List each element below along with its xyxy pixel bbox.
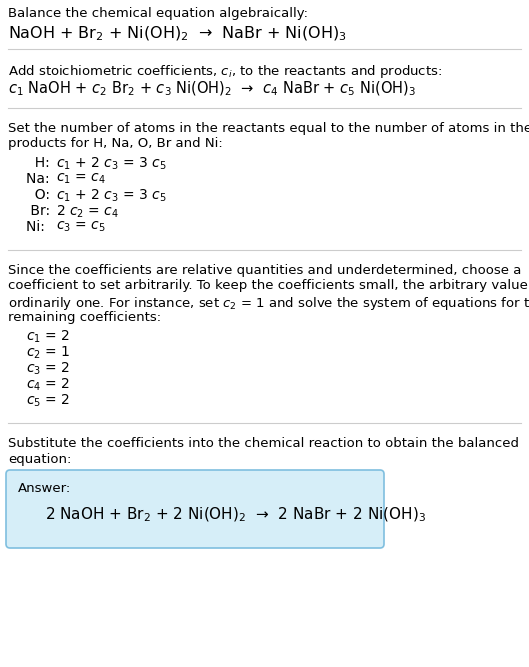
Text: $c_3$ = 2: $c_3$ = 2: [26, 361, 70, 378]
Text: Add stoichiometric coefficients, $c_i$, to the reactants and products:: Add stoichiometric coefficients, $c_i$, …: [8, 63, 442, 79]
Text: Na:: Na:: [26, 172, 58, 186]
Text: coefficient to set arbitrarily. To keep the coefficients small, the arbitrary va: coefficient to set arbitrarily. To keep …: [8, 279, 529, 293]
Text: Br:: Br:: [26, 204, 59, 218]
Text: Since the coefficients are relative quantities and underdetermined, choose a: Since the coefficients are relative quan…: [8, 264, 522, 277]
Text: $c_2$ = 1: $c_2$ = 1: [26, 345, 70, 362]
Text: Balance the chemical equation algebraically:: Balance the chemical equation algebraica…: [8, 7, 308, 20]
Text: $c_5$ = 2: $c_5$ = 2: [26, 393, 70, 410]
Text: remaining coefficients:: remaining coefficients:: [8, 311, 161, 323]
Text: $c_1$ + 2 $c_3$ = 3 $c_5$: $c_1$ + 2 $c_3$ = 3 $c_5$: [56, 156, 167, 172]
Text: Ni:: Ni:: [26, 220, 53, 234]
Text: $c_3$ = $c_5$: $c_3$ = $c_5$: [56, 220, 106, 234]
Text: $c_1$ + 2 $c_3$ = 3 $c_5$: $c_1$ + 2 $c_3$ = 3 $c_5$: [56, 188, 167, 204]
Text: Set the number of atoms in the reactants equal to the number of atoms in the: Set the number of atoms in the reactants…: [8, 122, 529, 135]
Text: equation:: equation:: [8, 452, 71, 466]
Text: NaOH + Br$_2$ + Ni(OH)$_2$  →  NaBr + Ni(OH)$_3$: NaOH + Br$_2$ + Ni(OH)$_2$ → NaBr + Ni(O…: [8, 25, 346, 43]
Text: 2 $c_2$ = $c_4$: 2 $c_2$ = $c_4$: [56, 204, 119, 220]
Text: $c_1$ NaOH + $c_2$ Br$_2$ + $c_3$ Ni(OH)$_2$  →  $c_4$ NaBr + $c_5$ Ni(OH)$_3$: $c_1$ NaOH + $c_2$ Br$_2$ + $c_3$ Ni(OH)…: [8, 80, 416, 99]
Text: 2 NaOH + Br$_2$ + 2 Ni(OH)$_2$  →  2 NaBr + 2 Ni(OH)$_3$: 2 NaOH + Br$_2$ + 2 Ni(OH)$_2$ → 2 NaBr …: [45, 506, 426, 524]
Text: ordinarily one. For instance, set $c_2$ = 1 and solve the system of equations fo: ordinarily one. For instance, set $c_2$ …: [8, 295, 529, 312]
Text: O:: O:: [26, 188, 59, 202]
Text: Substitute the coefficients into the chemical reaction to obtain the balanced: Substitute the coefficients into the che…: [8, 437, 519, 450]
FancyBboxPatch shape: [6, 470, 384, 548]
Text: $c_4$ = 2: $c_4$ = 2: [26, 377, 70, 394]
Text: products for H, Na, O, Br and Ni:: products for H, Na, O, Br and Ni:: [8, 137, 223, 151]
Text: Answer:: Answer:: [18, 482, 71, 495]
Text: $c_1$ = $c_4$: $c_1$ = $c_4$: [56, 172, 106, 186]
Text: $c_1$ = 2: $c_1$ = 2: [26, 329, 70, 346]
Text: H:: H:: [26, 156, 59, 170]
